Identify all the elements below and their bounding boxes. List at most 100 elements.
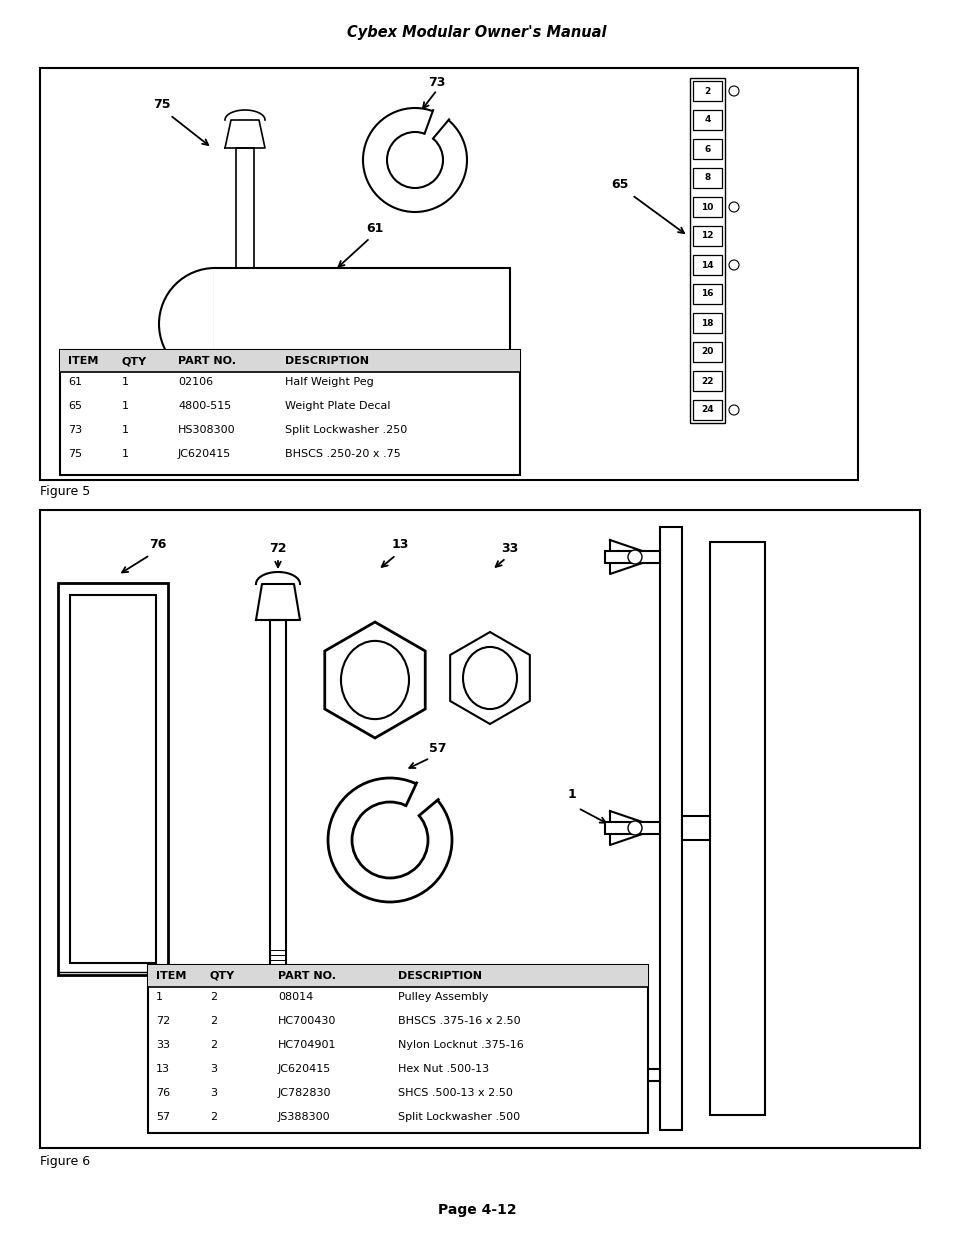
Text: 33: 33: [156, 1040, 170, 1050]
Text: 1: 1: [122, 377, 129, 387]
Bar: [692, 284, 721, 304]
Circle shape: [728, 86, 739, 96]
Bar: [40, 510, 919, 1149]
Bar: [604, 551, 659, 563]
Bar: [692, 254, 721, 275]
Text: Nylon Locknut .375-16: Nylon Locknut .375-16: [397, 1040, 523, 1050]
Circle shape: [627, 1068, 641, 1082]
Text: 75: 75: [68, 450, 82, 459]
Text: 1: 1: [156, 992, 163, 1002]
Text: Weight Plate Decal: Weight Plate Decal: [285, 401, 390, 411]
Bar: [604, 823, 659, 834]
Text: 73: 73: [428, 75, 445, 89]
Text: Cybex Modular Owner's Manual: Cybex Modular Owner's Manual: [347, 25, 606, 40]
Text: HC704901: HC704901: [277, 1040, 336, 1050]
Circle shape: [728, 203, 739, 212]
Circle shape: [328, 778, 452, 902]
Text: Pulley Assembly: Pulley Assembly: [397, 992, 488, 1002]
Bar: [692, 168, 721, 188]
Text: QTY: QTY: [122, 356, 147, 366]
Text: JC782830: JC782830: [277, 1088, 331, 1098]
Text: 1: 1: [122, 401, 129, 411]
Text: 2: 2: [210, 992, 217, 1002]
Text: BHSCS .250-20 x .75: BHSCS .250-20 x .75: [285, 450, 400, 459]
Text: 4: 4: [703, 116, 710, 125]
Text: 65: 65: [611, 179, 628, 191]
Ellipse shape: [462, 647, 517, 709]
Text: JS388300: JS388300: [277, 1112, 331, 1123]
Circle shape: [728, 405, 739, 415]
Text: 1: 1: [122, 425, 129, 435]
Text: 65: 65: [68, 401, 82, 411]
Text: 2: 2: [210, 1016, 217, 1026]
Text: 33: 33: [501, 541, 518, 555]
Bar: [270, 620, 286, 974]
Text: 14: 14: [700, 261, 713, 269]
Bar: [709, 542, 764, 1115]
Text: 13: 13: [391, 538, 408, 552]
Wedge shape: [415, 109, 450, 161]
Bar: [148, 965, 647, 1132]
Text: 24: 24: [700, 405, 713, 415]
Text: Figure 6: Figure 6: [40, 1156, 90, 1168]
Text: 2: 2: [210, 1112, 217, 1123]
Text: Figure 5: Figure 5: [40, 485, 91, 499]
Text: SHCS .500-13 x 2.50: SHCS .500-13 x 2.50: [397, 1088, 513, 1098]
Text: 2: 2: [703, 86, 710, 95]
Text: 1: 1: [122, 450, 129, 459]
Text: 76: 76: [150, 538, 167, 552]
Circle shape: [352, 802, 428, 878]
Text: Hex Nut .500-13: Hex Nut .500-13: [397, 1065, 489, 1074]
Bar: [58, 583, 168, 974]
Text: 2: 2: [210, 1040, 217, 1050]
Bar: [692, 312, 721, 333]
Text: 02106: 02106: [178, 377, 213, 387]
Text: 22: 22: [700, 377, 713, 385]
Text: 72: 72: [269, 541, 287, 555]
Bar: [214, 268, 510, 380]
Text: Split Lockwasher .500: Split Lockwasher .500: [397, 1112, 519, 1123]
Bar: [692, 342, 721, 362]
Text: Half Weight Peg: Half Weight Peg: [285, 377, 374, 387]
Text: JC620415: JC620415: [277, 1065, 331, 1074]
Wedge shape: [390, 781, 439, 840]
Polygon shape: [609, 540, 659, 574]
Text: 12: 12: [700, 231, 713, 241]
Text: 72: 72: [156, 1016, 170, 1026]
Bar: [235, 148, 253, 285]
Text: 1: 1: [567, 788, 576, 802]
Circle shape: [363, 107, 467, 212]
Bar: [40, 68, 857, 480]
Bar: [60, 350, 519, 475]
Circle shape: [627, 821, 641, 835]
Text: 57: 57: [156, 1112, 170, 1123]
Text: 6: 6: [703, 144, 710, 153]
Polygon shape: [609, 1058, 659, 1092]
Polygon shape: [255, 584, 299, 620]
Bar: [689, 78, 724, 424]
Bar: [692, 400, 721, 420]
Text: PART NO.: PART NO.: [178, 356, 235, 366]
Text: 16: 16: [700, 289, 713, 299]
Text: 75: 75: [153, 99, 171, 111]
Text: 08014: 08014: [277, 992, 313, 1002]
Bar: [148, 965, 647, 987]
Bar: [681, 816, 709, 840]
Text: 76: 76: [156, 1088, 170, 1098]
Polygon shape: [450, 632, 529, 724]
Wedge shape: [159, 268, 214, 380]
Text: 13: 13: [156, 1065, 170, 1074]
Text: 8: 8: [703, 173, 710, 183]
Text: 3: 3: [210, 1088, 216, 1098]
Text: 3: 3: [210, 1065, 216, 1074]
Text: 18: 18: [700, 319, 713, 327]
Text: 20: 20: [700, 347, 713, 357]
Text: PART NO.: PART NO.: [277, 971, 335, 981]
Circle shape: [387, 132, 442, 188]
Text: HS308300: HS308300: [178, 425, 235, 435]
Bar: [692, 370, 721, 391]
Text: 4800-515: 4800-515: [178, 401, 231, 411]
Bar: [692, 198, 721, 217]
Bar: [692, 140, 721, 159]
Bar: [604, 1070, 659, 1081]
